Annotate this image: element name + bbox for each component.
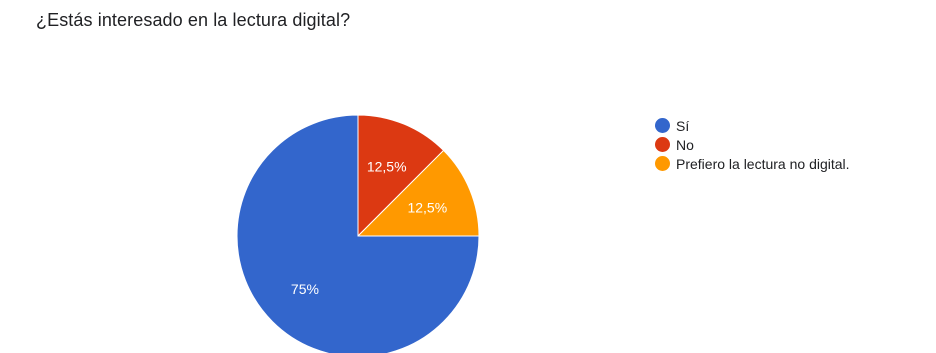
legend-swatch-no — [655, 137, 670, 152]
pie-slice-prefiero[interactable] — [356, 149, 480, 237]
legend-label-no: No — [676, 136, 694, 153]
chart-legend: Sí No Prefiero la lectura no digital. — [655, 116, 850, 173]
legend-label-si: Sí — [676, 117, 690, 134]
legend-item-no[interactable]: No — [655, 135, 850, 154]
legend-swatch-prefiero — [655, 156, 670, 171]
pie-slice-no[interactable] — [357, 114, 445, 238]
legend-swatch-si — [655, 118, 670, 133]
question-title: ¿Estás interesado en la lectura digital? — [36, 10, 351, 30]
pie-slice-label-no: 12,5% — [367, 159, 407, 175]
pie-slice-label-prefiero: 12,5% — [407, 199, 447, 215]
pie-slices — [236, 114, 480, 353]
pie-slice-si[interactable] — [236, 114, 480, 353]
pie-slice-labels: 12,5% 12,5% 75% — [291, 159, 447, 297]
legend-item-prefiero[interactable]: Prefiero la lectura no digital. — [655, 154, 850, 173]
legend-item-si[interactable]: Sí — [655, 116, 850, 135]
pie-slice-label-si: 75% — [291, 281, 319, 297]
legend-label-prefiero: Prefiero la lectura no digital. — [676, 155, 850, 172]
